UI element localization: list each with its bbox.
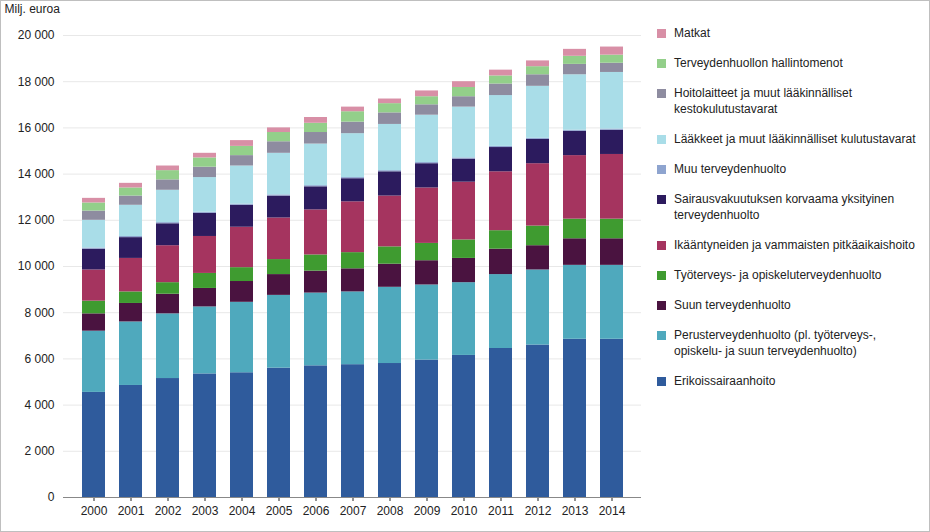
svg-text:2010: 2010	[451, 504, 478, 518]
html-text:Perusterveydenhuolto (pl. työt: Perusterveydenhuolto (pl. työterveys-, o…	[674, 328, 877, 358]
svg-text:4 000: 4 000	[24, 398, 54, 412]
svg-text:0: 0	[48, 490, 55, 504]
svg-text:Milj. euroa: Milj. euroa	[5, 2, 61, 16]
html-text:Terveydenhuollon hallintomenot: Terveydenhuollon hallintomenot	[674, 56, 843, 70]
svg-text:12 000: 12 000	[18, 213, 55, 227]
svg-text:2011: 2011	[488, 504, 514, 518]
svg-text:2013: 2013	[562, 504, 589, 518]
svg-text:20 000: 20 000	[18, 28, 55, 42]
svg-text:2003: 2003	[192, 504, 219, 518]
svg-text:2014: 2014	[599, 504, 626, 518]
svg-text:2005: 2005	[266, 504, 293, 518]
svg-text:2007: 2007	[340, 504, 367, 518]
svg-text:2004: 2004	[229, 504, 256, 518]
html-text:Lääkkeet ja muut lääkinnällise: Lääkkeet ja muut lääkinnälliset kulutust…	[674, 132, 916, 146]
html-text:Erikoissairaanhoito: Erikoissairaanhoito	[674, 374, 776, 388]
html-text:Hoitolaitteet ja muut lääkinnä: Hoitolaitteet ja muut lääkinnälliset kes…	[674, 86, 853, 116]
svg-text:2002: 2002	[155, 504, 182, 518]
html-text:Muu terveydenhuolto: Muu terveydenhuolto	[674, 162, 787, 176]
svg-text:16 000: 16 000	[18, 121, 55, 135]
html-text:Sairausvakuutuksen korvaama yk: Sairausvakuutuksen korvaama yksityinen t…	[674, 192, 895, 222]
svg-text:18 000: 18 000	[18, 75, 55, 89]
svg-text:2008: 2008	[377, 504, 404, 518]
svg-text:2 000: 2 000	[24, 444, 54, 458]
svg-text:2001: 2001	[118, 504, 145, 518]
svg-text:14 000: 14 000	[18, 167, 55, 181]
html-text:Suun terveydenhuolto: Suun terveydenhuolto	[674, 298, 791, 312]
svg-text:2000: 2000	[81, 504, 108, 518]
html-text:Matkat: Matkat	[674, 26, 710, 40]
html-text:Ikääntyneiden ja vammaisten pi: Ikääntyneiden ja vammaisten pitkäaikaish…	[674, 238, 915, 252]
svg-text:2006: 2006	[303, 504, 330, 518]
svg-text:10 000: 10 000	[18, 259, 55, 273]
svg-text:2009: 2009	[414, 504, 441, 518]
svg-text:8 000: 8 000	[24, 306, 54, 320]
svg-text:6 000: 6 000	[24, 352, 54, 366]
html-text:Työterveys- ja opiskeluterveyd: Työterveys- ja opiskeluterveydenhuolto	[674, 268, 882, 282]
svg-text:2012: 2012	[525, 504, 552, 518]
